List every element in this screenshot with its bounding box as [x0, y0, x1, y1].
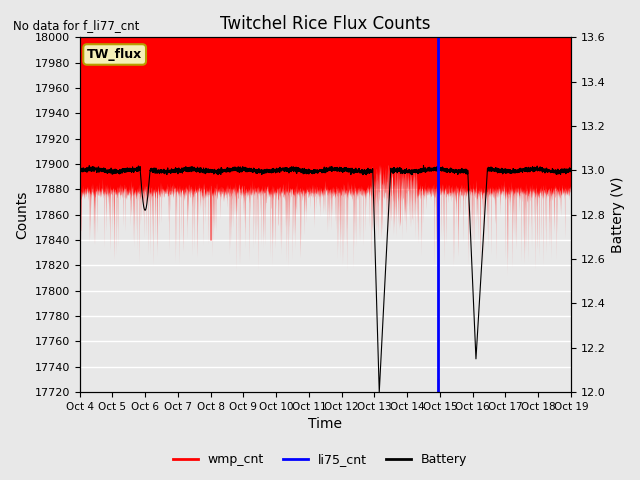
Y-axis label: Counts: Counts: [15, 191, 29, 239]
Text: No data for f_li77_cnt: No data for f_li77_cnt: [13, 19, 139, 32]
Legend: wmp_cnt, li75_cnt, Battery: wmp_cnt, li75_cnt, Battery: [168, 448, 472, 471]
Text: TW_flux: TW_flux: [87, 48, 142, 61]
X-axis label: Time: Time: [308, 418, 342, 432]
Title: Twitchel Rice Flux Counts: Twitchel Rice Flux Counts: [220, 15, 431, 33]
Y-axis label: Battery (V): Battery (V): [611, 177, 625, 253]
